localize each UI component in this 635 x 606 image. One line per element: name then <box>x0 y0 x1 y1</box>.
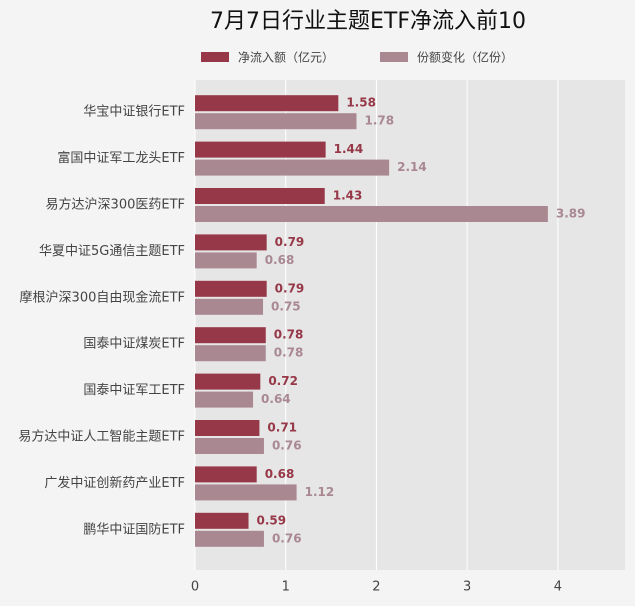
bar <box>195 327 266 344</box>
bar <box>195 484 297 501</box>
value-label: 0.78 <box>274 346 304 360</box>
x-tick-label: 4 <box>554 580 562 595</box>
bar <box>195 113 357 130</box>
legend-swatch <box>201 52 229 62</box>
y-tick-label: 华宝中证银行ETF <box>83 105 185 120</box>
value-label: 1.78 <box>364 114 394 128</box>
value-label: 0.59 <box>257 513 287 527</box>
bar <box>195 188 325 204</box>
y-tick-label: 鹏华中证国防ETF <box>83 521 185 537</box>
y-tick-label: 易方达沪深300医药ETF <box>46 197 185 213</box>
chart-title: 7月7日行业主题ETF净流入前10 <box>210 9 526 34</box>
value-label: 0.79 <box>275 235 305 249</box>
value-label: 0.68 <box>265 253 295 267</box>
x-tick-label: 1 <box>282 580 290 595</box>
bar <box>195 512 249 529</box>
value-label: 0.68 <box>265 467 295 481</box>
value-label: 0.76 <box>272 531 302 545</box>
value-label: 0.79 <box>275 281 305 295</box>
y-tick-label: 广发中证创新药产业ETF <box>44 475 185 491</box>
value-label: 1.43 <box>333 189 363 203</box>
y-tick-label: 摩根沪深300自由现金流ETF <box>20 289 185 305</box>
bar <box>195 530 264 547</box>
bar <box>195 420 260 436</box>
bar <box>195 159 390 176</box>
bar <box>195 391 254 408</box>
y-tick-label: 富国中证军工龙头ETF <box>57 150 185 166</box>
y-tick-label: 华夏中证5G通信主题ETF <box>39 244 185 259</box>
value-label: 0.64 <box>261 392 291 406</box>
value-label: 0.75 <box>271 299 301 313</box>
x-tick-label: 0 <box>191 580 199 595</box>
bar <box>195 141 326 158</box>
value-label: 1.58 <box>346 96 376 110</box>
legend-label: 净流入额（亿元） <box>238 50 334 65</box>
bar <box>195 206 548 222</box>
value-label: 0.71 <box>267 421 297 435</box>
legend-label: 份额变化（亿份） <box>417 50 513 65</box>
value-label: 0.72 <box>268 374 298 388</box>
bar <box>195 280 267 297</box>
bar <box>195 345 266 362</box>
x-tick-label: 2 <box>372 580 380 595</box>
bar <box>195 234 267 251</box>
value-label: 0.78 <box>274 328 304 342</box>
value-label: 1.12 <box>305 485 335 499</box>
x-tick-label: 3 <box>463 580 471 595</box>
bar <box>195 298 264 315</box>
bar <box>195 373 261 390</box>
y-tick-label: 国泰中证煤炭ETF <box>83 337 185 352</box>
value-label: 0.76 <box>272 439 302 453</box>
y-tick-label: 国泰中证军工ETF <box>83 383 185 398</box>
y-tick-label: 易方达中证人工智能主题ETF <box>18 429 185 445</box>
bar <box>195 466 257 483</box>
value-label: 2.14 <box>397 160 427 174</box>
legend-swatch <box>380 52 408 62</box>
bar <box>195 252 257 269</box>
value-label: 1.44 <box>334 142 364 156</box>
bar <box>195 95 339 112</box>
value-label: 3.89 <box>556 207 586 221</box>
bar <box>195 438 264 454</box>
